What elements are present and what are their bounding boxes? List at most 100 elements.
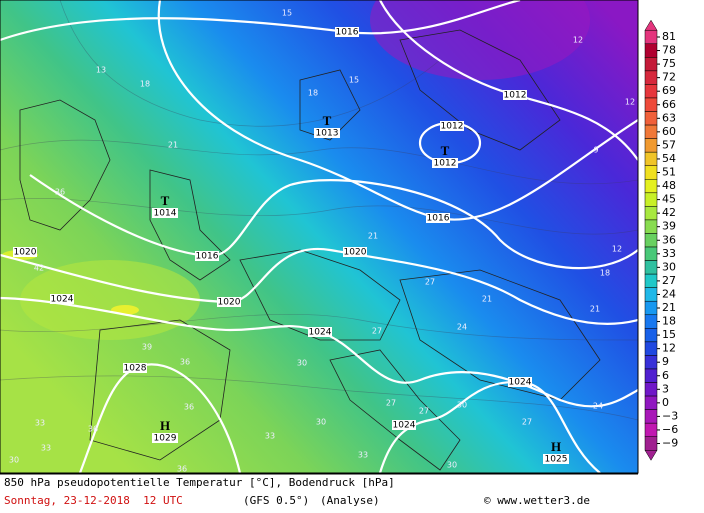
colorbar-segment <box>644 368 658 383</box>
colorbar-arrow-bottom <box>644 450 658 461</box>
system-pressure-bg <box>432 158 458 168</box>
colorbar-label: 69 <box>662 84 676 97</box>
isobar-label: 1024 <box>51 295 74 305</box>
temperature-label: 27 <box>522 418 532 427</box>
footer-date: Sonntag, 23-12-2018 12 UTC <box>4 494 183 507</box>
temperature-label: 30 <box>297 359 307 368</box>
colorbar-segment <box>644 29 658 45</box>
isobar-label: 1016 <box>196 252 219 262</box>
colorbar-label: 63 <box>662 111 676 124</box>
colorbar-label: 54 <box>662 152 676 165</box>
temperature-label: 24 <box>593 402 603 411</box>
temperature-label: 36 <box>55 188 65 197</box>
colorbar-segment <box>644 260 658 275</box>
colorbar-segment <box>644 206 658 221</box>
temperature-label: 36 <box>184 403 194 412</box>
colorbar-label: −9 <box>662 437 678 450</box>
temperature-label: 21 <box>482 295 492 304</box>
temperature-label: 33 <box>358 451 368 460</box>
colorbar-segment <box>644 111 658 126</box>
colorbar-label: 45 <box>662 193 676 206</box>
temperature-field <box>0 0 638 473</box>
colorbar-label: 30 <box>662 260 676 273</box>
colorbar-segment <box>644 43 658 58</box>
isobar-label: 1012 <box>504 91 527 101</box>
system-pressure: 1014 <box>154 209 177 219</box>
colorbar-label: 18 <box>662 315 676 328</box>
temperature-label: 18 <box>140 80 150 89</box>
isobar-label-bg <box>426 213 450 223</box>
isobar-label: 1020 <box>14 248 37 258</box>
isobar-label: 1016 <box>427 214 450 224</box>
footer-copyright: © www.wetter3.de <box>484 494 590 507</box>
isobar-label-bg <box>392 420 416 430</box>
map: 1016 1012 1012 1016 1016 1020 1020 1024 1020 1024… <box>0 0 638 474</box>
colorbar-segment <box>644 84 658 99</box>
system-pressure: 1012 <box>434 159 457 169</box>
isobar-label-bg <box>343 247 367 257</box>
temperature-label: 27 <box>372 327 382 336</box>
colorbar-segment <box>644 192 658 207</box>
colorbar-segment <box>644 97 658 112</box>
colorbar-label: 24 <box>662 287 676 300</box>
colorbar-label: 51 <box>662 166 676 179</box>
colorbar-segment <box>644 219 658 234</box>
isobar-label-bg <box>503 90 527 100</box>
system-symbol: H <box>551 439 561 454</box>
isobar-label: 1024 <box>509 378 532 388</box>
system-pressure: 1025 <box>545 455 568 465</box>
footer-run: (Analyse) <box>320 494 380 507</box>
colorbar-label: −6 <box>662 423 678 436</box>
colorbar-label: 48 <box>662 179 676 192</box>
colorbar-segment <box>644 70 658 85</box>
isobar-label-bg <box>308 327 332 337</box>
system-symbol: T <box>161 193 170 208</box>
temperature-label: 33 <box>41 444 51 453</box>
temperature-label: 9 <box>593 146 598 155</box>
temperature-label: 30 <box>9 456 19 465</box>
colorbar-segment <box>644 179 658 194</box>
colorbar-label: 57 <box>662 138 676 151</box>
isobar-label: 1020 <box>344 248 367 258</box>
colorbar-segment <box>644 165 658 180</box>
isobar-label: 1024 <box>309 328 332 338</box>
system-pressure-bg <box>314 128 340 138</box>
temperature-label: 36 <box>177 465 187 474</box>
colorbar-segment <box>644 341 658 356</box>
isobar-label-bg <box>123 363 147 373</box>
isobar-label: 1024 <box>393 421 416 431</box>
colorbar-label: 42 <box>662 206 676 219</box>
temperature-label: 15 <box>349 76 359 85</box>
colorbar-label: 6 <box>662 369 669 382</box>
warm-area <box>20 260 200 340</box>
isobar-label: 1016 <box>336 28 359 38</box>
isobar-label-bg <box>508 377 532 387</box>
colorbar-label: 66 <box>662 98 676 111</box>
temperature-label: 30 <box>447 461 457 470</box>
colorbar-segment <box>644 287 658 302</box>
colorbar-label: 9 <box>662 355 669 368</box>
colorbar-label: 36 <box>662 233 676 246</box>
temperature-label: 12 <box>573 36 583 45</box>
colorbar-label: 12 <box>662 342 676 355</box>
isobar-label: 1020 <box>218 298 241 308</box>
map-frame <box>0 0 639 474</box>
isobar-label-bg <box>13 247 37 257</box>
map-labels: 1016 1012 1012 1016 1016 1020 1020 1024 1020 1024… <box>9 9 635 474</box>
temperature-label: 33 <box>265 432 275 441</box>
colorbar-segment <box>644 246 658 261</box>
colorbar-segment <box>644 151 658 166</box>
country-borders <box>19 29 601 471</box>
isobar-label-bg <box>335 27 359 37</box>
temperature-label: 12 <box>625 98 635 107</box>
colorbar-segment <box>644 409 658 424</box>
colorbar-segment <box>644 57 658 72</box>
colorbar-label: 60 <box>662 125 676 138</box>
system-symbol: H <box>160 418 170 433</box>
colorbar-label: 27 <box>662 274 676 287</box>
colorbar-segment <box>644 436 658 451</box>
colorbar-segment <box>644 124 658 139</box>
footer-title: 850 hPa pseudopotentielle Temperatur [°C… <box>4 476 395 489</box>
colorbar-label: 39 <box>662 220 676 233</box>
temperature-label: 21 <box>368 232 378 241</box>
